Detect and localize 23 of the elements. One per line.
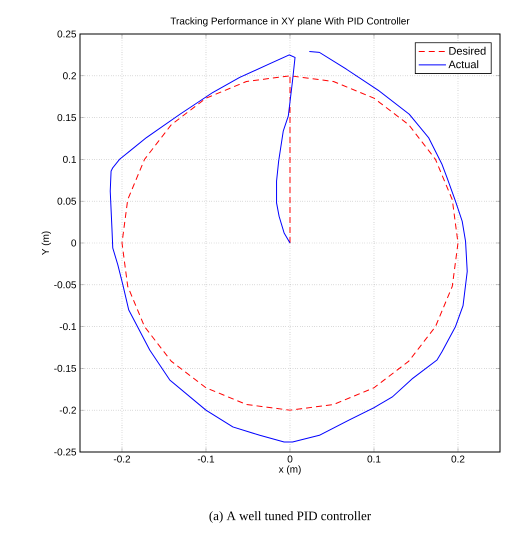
y-tick-label: 0.1 [63,156,76,163]
y-tick-label: 0.15 [57,114,76,122]
y-tick-label: 0.05 [57,198,76,205]
y-axis-title: Y (m) [42,231,51,255]
y-tick-label: -0.1 [60,323,76,330]
x-tick-label: -0.1 [198,456,214,463]
legend-label: Actual [448,60,478,68]
y-tick-label: -0.25 [54,448,76,456]
x-tick-label: 0 [288,456,292,463]
x-tick-label: 0.2 [451,456,464,463]
x-tick-label: 0.1 [367,456,380,463]
legend-label: Desired [449,46,486,55]
x-axis-title: x (m) [278,465,301,475]
line-series [122,75,458,411]
y-tick-label: -0.2 [60,406,76,414]
y-tick-label: 0.2 [63,72,76,80]
y-tick-label: -0.05 [54,281,76,288]
chart-title: Tracking Performance in XY plane With PID Controller [170,17,410,26]
y-tick-label: -0.15 [54,364,76,372]
y-tick-label: 0.25 [57,30,76,38]
x-tick-label: -0.2 [114,456,130,463]
y-tick-label: 0 [71,239,76,247]
text: (a) A well tuned PID controller [209,511,371,523]
